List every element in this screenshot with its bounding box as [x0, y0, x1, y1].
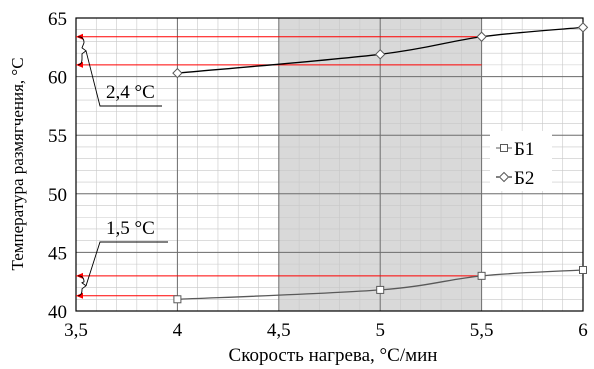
- y-axis-label: Температура размягчения, °С: [8, 57, 27, 270]
- legend-label: Б1: [514, 139, 534, 160]
- legend-marker-diamond: [498, 171, 510, 183]
- series-layer: [172, 22, 589, 304]
- data-point-diamond: [374, 49, 386, 60]
- data-point-diamond: [577, 22, 589, 33]
- annotation-label: 1,5 °С: [106, 218, 155, 239]
- legend-label: Б2: [514, 168, 534, 189]
- legend-box: [490, 131, 552, 191]
- y-tick-label: 50: [48, 185, 67, 206]
- series-line-1: [177, 26, 584, 74]
- x-tick-label: 5: [375, 320, 385, 341]
- data-point-diamond: [476, 31, 487, 42]
- plot-frame: [75, 17, 584, 312]
- annotation-leader: [85, 50, 162, 107]
- y-tick-label: 65: [48, 9, 67, 30]
- annotation-label: 2,4 °С: [106, 82, 155, 103]
- x-axis-label: Скорость нагрева, °С/мин: [229, 345, 438, 366]
- data-point-square: [477, 271, 486, 280]
- tick-labels-layer: 3,5 4 4,5 5 5,5 6 40 45 50 55 60 65: [48, 9, 588, 341]
- annotations-layer: 2,4 °С 1,5 °С: [77, 36, 168, 297]
- y-tick-label: 45: [48, 243, 67, 264]
- data-point-square: [173, 295, 182, 304]
- data-point-diamond: [172, 67, 183, 79]
- legend-marker-square: [500, 144, 508, 152]
- x-tick-label: 3,5: [64, 320, 88, 341]
- x-tick-label: 4,5: [267, 320, 291, 341]
- y-tick-label: 40: [48, 302, 67, 323]
- annotation-leader: [85, 241, 168, 286]
- x-tick-label: 5,5: [470, 320, 494, 341]
- x-tick-label: 6: [578, 320, 588, 341]
- y-tick-label: 55: [48, 126, 67, 147]
- data-point-square: [376, 285, 385, 294]
- x-tick-label: 4: [173, 320, 183, 341]
- y-tick-label: 60: [48, 68, 67, 89]
- series-line-0: [177, 269, 584, 300]
- data-point-square: [579, 265, 587, 274]
